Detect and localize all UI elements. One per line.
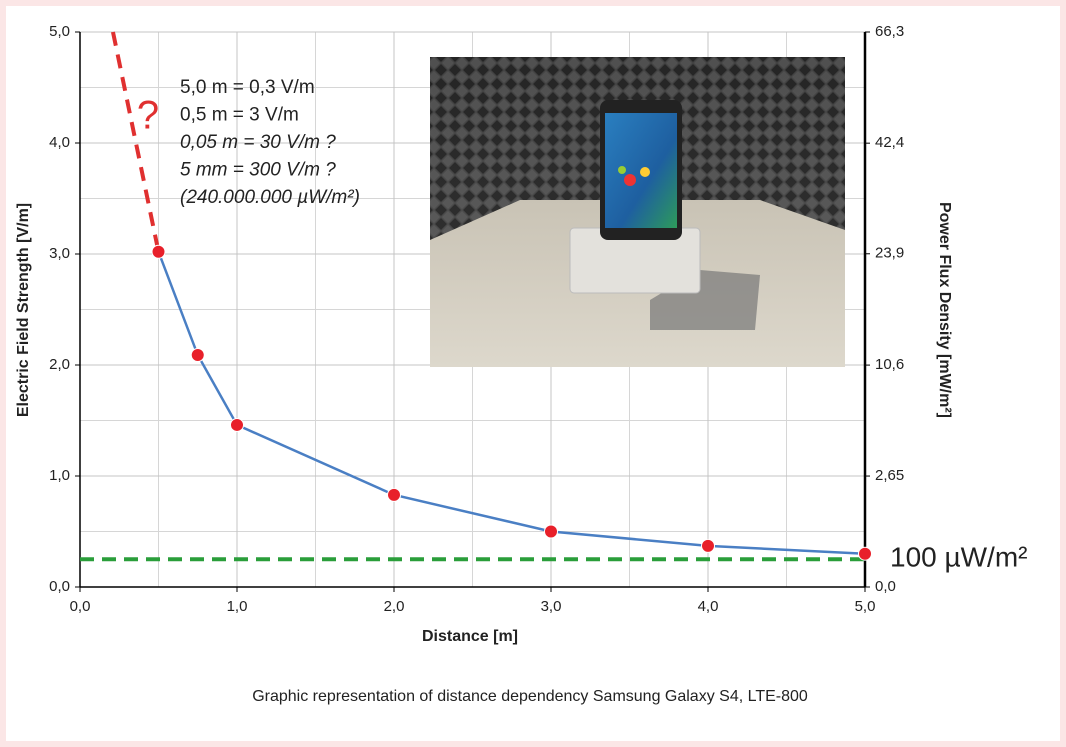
- annotation: 0,05 m = 30 V/m ?: [180, 132, 336, 153]
- y-tick-label: 0,0: [49, 578, 70, 595]
- x-tick-label: 5,0: [855, 598, 876, 615]
- data-point: [544, 524, 558, 539]
- annotation: 0,5 m = 3 V/m: [180, 105, 299, 126]
- y2-axis-label: Power Flux Density [mW/m²]: [936, 202, 953, 418]
- y2-tick-label: 0,0: [875, 578, 896, 595]
- y2-tick-label: 2,65: [875, 467, 904, 484]
- x-tick-label: 4,0: [698, 598, 719, 615]
- y-tick-label: 3,0: [49, 245, 70, 262]
- annotation: (240.000.000 µW/m²): [180, 187, 360, 208]
- photo: [430, 57, 845, 367]
- data-point: [151, 244, 166, 259]
- x-tick-label: 2,0: [384, 598, 405, 615]
- data-point: [230, 417, 244, 432]
- y-tick-label: 1,0: [49, 467, 70, 484]
- annotation: 5 mm = 300 V/m ?: [180, 160, 336, 181]
- photo-icon: [624, 174, 636, 186]
- x-tick-label: 1,0: [227, 598, 248, 615]
- question-mark: ?: [137, 94, 159, 138]
- data-point: [701, 538, 715, 553]
- y-tick-label: 4,0: [49, 134, 70, 151]
- annotation: 5,0 m = 0,3 V/m: [180, 77, 315, 98]
- x-axis-label: Distance [m]: [422, 628, 518, 645]
- photo-icon: [618, 166, 626, 174]
- x-tick-label: 3,0: [541, 598, 562, 615]
- y2-tick-label: 42,4: [875, 134, 904, 151]
- y-tick-label: 5,0: [49, 23, 70, 40]
- y2-tick-label: 66,3: [875, 23, 904, 40]
- data-point: [858, 546, 872, 561]
- y-axis-label: Electric Field Strength [V/m]: [15, 203, 32, 417]
- plot: [80, 31, 872, 562]
- photo-icon: [640, 167, 650, 177]
- data-point: [387, 487, 401, 502]
- y-tick-label: 2,0: [49, 356, 70, 373]
- series-line: [111, 31, 161, 253]
- x-tick-label: 0,0: [70, 598, 91, 615]
- caption: Graphic representation of distance depen…: [252, 688, 808, 705]
- data-point: [190, 348, 205, 363]
- y2-tick-label: 10,6: [875, 356, 904, 373]
- threshold-label: 100 µW/m²: [890, 542, 1027, 573]
- y2-tick-label: 23,9: [875, 245, 904, 262]
